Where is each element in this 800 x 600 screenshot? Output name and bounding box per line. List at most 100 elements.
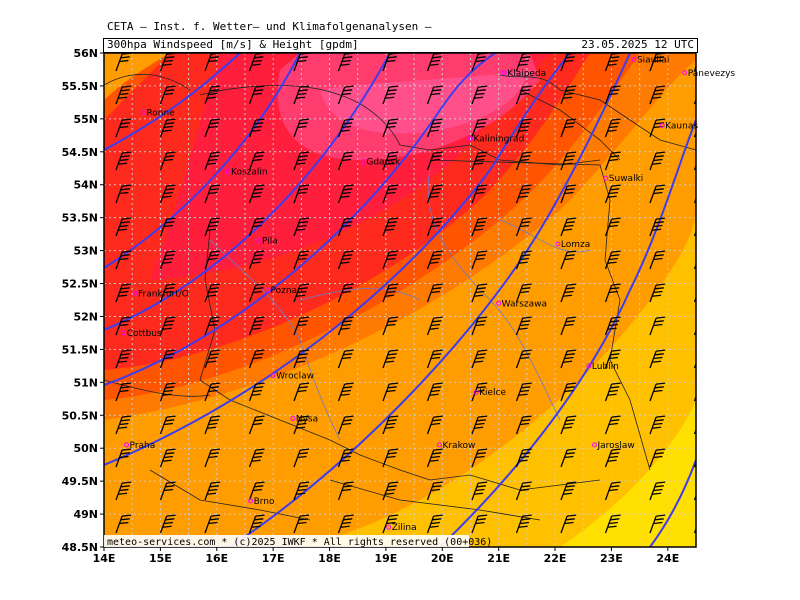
wind-barb (693, 163, 696, 171)
wind-band-20 (300, 210, 696, 547)
wind-barb (204, 382, 221, 402)
city-marker-icon (360, 159, 366, 165)
wind-barb (515, 448, 532, 468)
city-kaunas: Kaunas (659, 121, 698, 131)
y-tick-label: 50.5N (62, 409, 98, 422)
wind-barb (515, 250, 532, 270)
wind-barb (337, 514, 354, 534)
city-zilina: Zilina (386, 523, 417, 533)
wind-barb (426, 448, 443, 468)
wind-barb (426, 217, 443, 237)
contour-4 (104, 53, 496, 386)
contour-7 (439, 119, 696, 547)
wind-barb (693, 196, 696, 204)
wind-barb (604, 85, 621, 105)
wind-barb (204, 217, 221, 237)
wind-barb (337, 316, 354, 336)
wind-barb (560, 250, 577, 270)
wind-barb (604, 448, 621, 468)
x-tick-label: 16E (205, 552, 228, 565)
city-marker-icon (265, 287, 271, 293)
wind-barb (471, 349, 488, 369)
wind-barb (693, 394, 696, 402)
oder-river (209, 239, 341, 441)
wind-barb (471, 217, 488, 237)
wind-barb (560, 217, 577, 237)
wind-barb (337, 382, 354, 402)
wind-barb (204, 184, 221, 204)
wind-barb (382, 514, 399, 534)
wind-barb (560, 415, 577, 435)
wind-barb (649, 316, 666, 336)
wind-barb (649, 85, 666, 105)
city-label: Poznan (271, 286, 303, 296)
y-tick-label: 49N (73, 508, 98, 521)
city-label: Pila (262, 237, 278, 247)
wind-barb (515, 151, 532, 171)
wind-barb (337, 85, 354, 105)
wind-barb (293, 250, 310, 270)
wind-barb (159, 85, 176, 105)
wind-barb (248, 316, 265, 336)
wind-barb (604, 514, 621, 534)
wind-barb (382, 151, 399, 171)
wind-barb (115, 85, 132, 105)
city-marker-icon (496, 300, 502, 306)
city-warszawa: Warszawa (496, 299, 547, 309)
wind-barb (248, 118, 265, 138)
wind-barb (382, 283, 399, 303)
wind-barb (159, 217, 176, 237)
wind-barb (560, 151, 577, 171)
wind-barb (337, 481, 354, 501)
wind-barb (337, 349, 354, 369)
city-koszalin: Koszalin (225, 168, 268, 178)
wind-barb (649, 184, 666, 204)
wind-barb (204, 250, 221, 270)
wind-barb (426, 250, 443, 270)
wind-barb (515, 382, 532, 402)
city-label: Kaunas (665, 121, 698, 131)
y-tick-label: 51N (73, 376, 98, 389)
wind-barb (604, 316, 621, 336)
wind-barb (560, 382, 577, 402)
wind-barb (159, 481, 176, 501)
wind-barb (159, 283, 176, 303)
city-label: Zilina (392, 523, 417, 533)
wind-barb (337, 118, 354, 138)
wind-barb (204, 283, 221, 303)
wind-barb (159, 415, 176, 435)
city-pila: Pila (256, 237, 278, 247)
wind-barb (382, 481, 399, 501)
wind-barb (471, 415, 488, 435)
city-marker-icon (436, 442, 442, 448)
wind-barb (515, 316, 532, 336)
footer-bg (104, 535, 469, 547)
wind-barb (515, 415, 532, 435)
city-label: Lublin (592, 362, 619, 372)
lat-lon-grid (104, 53, 696, 547)
border-east (429, 159, 651, 471)
y-tick-label: 55.5N (62, 80, 98, 93)
y-tick-label: 50N (73, 442, 98, 455)
height-contours (104, 53, 696, 547)
wind-barb (471, 448, 488, 468)
wind-barb (115, 415, 132, 435)
wind-barb (693, 493, 696, 501)
wind-barb (204, 349, 221, 369)
wind-barb (560, 481, 577, 501)
wind-barb (204, 448, 221, 468)
wind-barb (293, 316, 310, 336)
wind-barb (115, 250, 132, 270)
city-marker-icon (121, 330, 127, 336)
wind-barb (293, 85, 310, 105)
city-klaipeda: Klaipeda (501, 69, 546, 79)
map-subtitle-datetime: 23.05.2025 12 UTC (581, 38, 694, 51)
city-siauliai: Siauliai (631, 56, 669, 66)
city-label: Kielce (479, 388, 506, 398)
wind-barb (248, 184, 265, 204)
wind-barb (204, 415, 221, 435)
wind-barb (471, 382, 488, 402)
wind-barb (515, 184, 532, 204)
wind-barb (293, 415, 310, 435)
city-label: Krakow (442, 441, 475, 451)
